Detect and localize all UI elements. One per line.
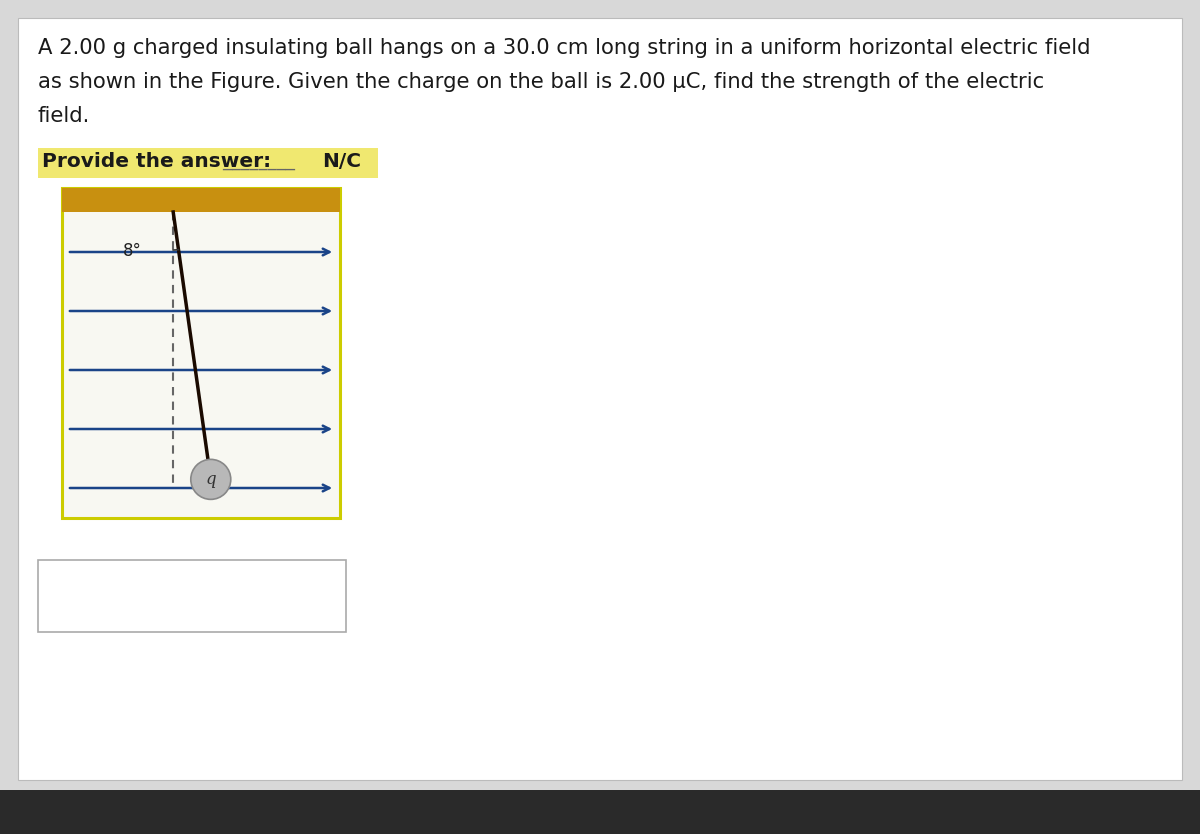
Text: N/C: N/C bbox=[322, 152, 361, 171]
Text: ________: ________ bbox=[222, 152, 295, 170]
Text: field.: field. bbox=[38, 106, 90, 126]
Bar bbox=[62, 188, 340, 518]
Bar bbox=[62, 188, 340, 212]
Circle shape bbox=[191, 460, 230, 500]
Bar bbox=[38, 560, 346, 632]
Bar bbox=[0, 790, 1200, 834]
Text: 8°: 8° bbox=[124, 242, 142, 260]
Text: as shown in the Figure. Given the charge on the ball is 2.00 μC, find the streng: as shown in the Figure. Given the charge… bbox=[38, 72, 1044, 92]
Text: A 2.00 g charged insulating ball hangs on a 30.0 cm long string in a uniform hor: A 2.00 g charged insulating ball hangs o… bbox=[38, 38, 1091, 58]
Text: q: q bbox=[205, 471, 216, 488]
Bar bbox=[38, 148, 378, 178]
Text: Provide the answer:: Provide the answer: bbox=[42, 152, 271, 171]
